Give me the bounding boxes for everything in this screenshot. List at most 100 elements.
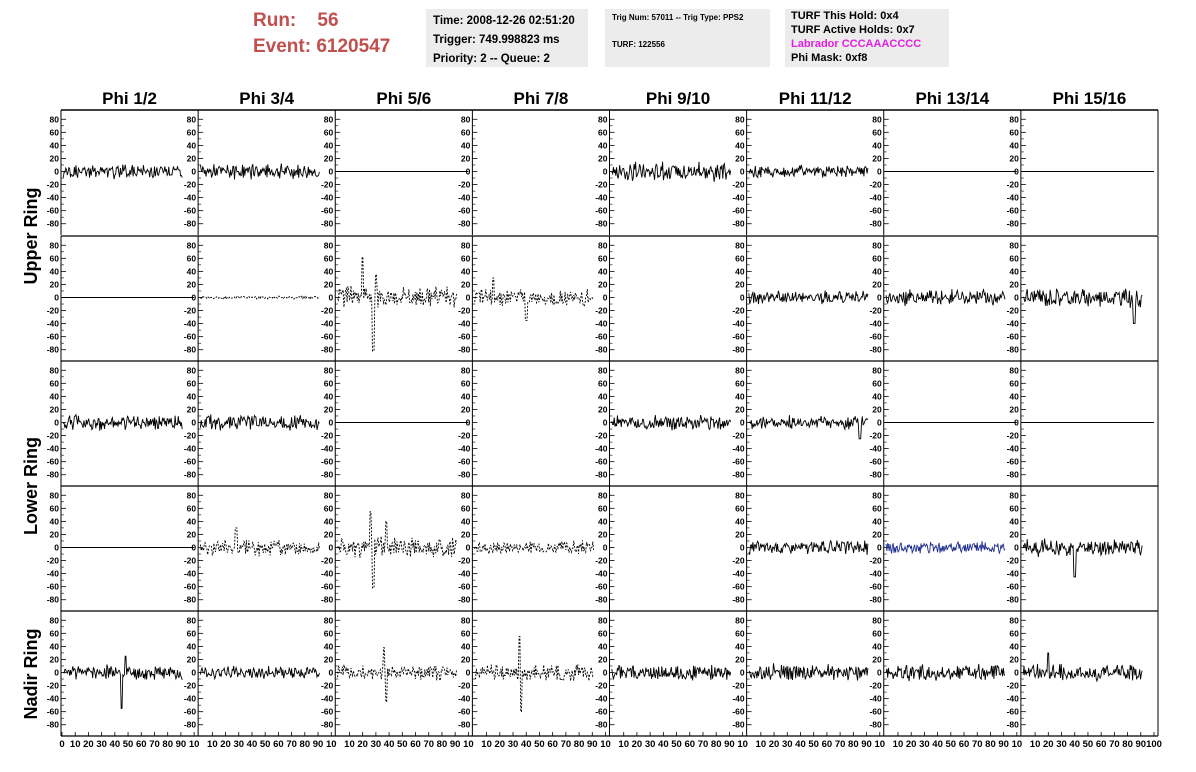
y-tick-label: 80 (735, 490, 745, 500)
y-tick-label: -20 (47, 556, 60, 566)
y-tick-label: -60 (321, 707, 334, 717)
y-tick-label: 20 (324, 654, 334, 664)
y-tick-label: -20 (1007, 681, 1020, 691)
y-tick-label: 0 (603, 418, 608, 428)
y-tick-label: -60 (1007, 332, 1020, 342)
y-tick-label: 0 (329, 543, 334, 553)
x-tick-label: 80 (162, 739, 173, 750)
y-tick-label: 60 (598, 378, 608, 388)
y-tick-label: 40 (1009, 266, 1019, 276)
y-tick-label: -40 (184, 444, 197, 454)
y-tick-label: 60 (872, 127, 882, 137)
waveform-trace (885, 663, 1006, 682)
y-tick-label: 40 (461, 391, 471, 401)
x-tick-label: 40 (521, 739, 532, 750)
y-tick-label: -80 (47, 720, 60, 730)
y-tick-label: 20 (324, 529, 334, 539)
y-tick-label: -20 (732, 681, 745, 691)
ring-label-1: Upper Ring (21, 188, 41, 285)
y-tick-label: 80 (1009, 365, 1019, 375)
y-tick-label: -40 (458, 444, 471, 454)
x-tick-label: 10 (344, 739, 355, 750)
y-tick-label: 0 (1014, 418, 1019, 428)
y-tick-label: 20 (461, 279, 471, 289)
y-tick-label: -80 (184, 470, 197, 480)
x-tick-label: 70 (835, 739, 846, 750)
y-tick-label: 40 (187, 641, 197, 651)
y-tick-label: 20 (50, 529, 60, 539)
y-tick-label: 20 (324, 153, 334, 163)
waveform-trace (63, 655, 183, 709)
x-tick-label: 40 (795, 739, 806, 750)
y-tick-label: 60 (324, 253, 334, 263)
y-tick-label: -40 (321, 694, 334, 704)
waveform-trace (611, 414, 732, 431)
y-tick-label: 0 (1014, 668, 1019, 678)
x-tick-label: 80 (300, 739, 311, 750)
y-tick-label: 0 (54, 668, 59, 678)
y-tick-label: -20 (732, 431, 745, 441)
y-tick-label: 40 (735, 516, 745, 526)
y-tick-label: -60 (321, 206, 334, 216)
waveform-trace (199, 527, 320, 557)
x-tick-label: 90 (861, 739, 872, 750)
y-tick-label: 60 (50, 628, 60, 638)
waveform-trace (474, 277, 594, 321)
y-tick-label: 80 (50, 615, 60, 625)
waveform-trace (1022, 652, 1143, 683)
y-tick-label: -60 (321, 582, 334, 592)
y-tick-label: 80 (735, 615, 745, 625)
y-tick-label: -60 (732, 332, 745, 342)
y-tick-label: -80 (458, 345, 471, 355)
y-tick-label: -40 (47, 193, 60, 203)
y-tick-label: -80 (732, 470, 745, 480)
y-tick-label: 0 (603, 167, 608, 177)
x-tick-label: 70 (423, 739, 434, 750)
y-tick-label: -80 (321, 345, 334, 355)
y-tick-label: 20 (1009, 654, 1019, 664)
y-tick-label: 80 (1009, 615, 1019, 625)
y-tick-label: 0 (191, 167, 196, 177)
y-tick-label: -20 (732, 556, 745, 566)
y-tick-label: -60 (1007, 707, 1020, 717)
waveform-trace (62, 413, 183, 431)
y-tick-label: 80 (598, 114, 608, 124)
turf-this-hold-text: TURF This Hold: 0x4 (791, 10, 899, 22)
y-tick-label: 40 (324, 266, 334, 276)
y-tick-label: 60 (1009, 378, 1019, 388)
y-tick-label: -60 (869, 582, 882, 592)
y-tick-label: 0 (877, 418, 882, 428)
y-tick-label: -40 (869, 319, 882, 329)
y-tick-label: -60 (732, 206, 745, 216)
ring-label-3: Nadir Ring (21, 628, 41, 719)
column-header-7: Phi 13/14 (915, 89, 989, 108)
y-tick-label: 20 (1009, 529, 1019, 539)
y-tick-label: -40 (184, 193, 197, 203)
y-tick-label: -20 (595, 556, 608, 566)
y-tick-label: 80 (187, 615, 197, 625)
y-tick-label: -60 (458, 582, 471, 592)
y-tick-label: 0 (1014, 293, 1019, 303)
y-tick-label: -80 (1007, 470, 1020, 480)
y-tick-label: -40 (184, 694, 197, 704)
waveform-trace (199, 665, 320, 681)
column-header-2: Phi 3/4 (239, 89, 294, 108)
y-tick-label: 60 (735, 253, 745, 263)
waveform-trace (199, 414, 320, 431)
y-tick-label: 80 (1009, 114, 1019, 124)
waveform-trace (1022, 288, 1143, 325)
y-tick-label: 60 (1009, 628, 1019, 638)
y-tick-label: 80 (461, 114, 471, 124)
x-tick-label: 10 (737, 739, 748, 750)
y-tick-label: 60 (461, 378, 471, 388)
y-tick-label: 0 (603, 543, 608, 553)
y-tick-label: -80 (595, 720, 608, 730)
y-tick-label: 20 (872, 153, 882, 163)
x-tick-label: 20 (357, 739, 368, 750)
y-tick-label: 60 (735, 628, 745, 638)
y-tick-label: -20 (1007, 306, 1020, 316)
labrador-text: Labrador CCCAAACCCC (791, 38, 922, 50)
y-tick-label: 40 (187, 140, 197, 150)
y-tick-label: 60 (598, 503, 608, 513)
x-tick-label: 70 (561, 739, 572, 750)
